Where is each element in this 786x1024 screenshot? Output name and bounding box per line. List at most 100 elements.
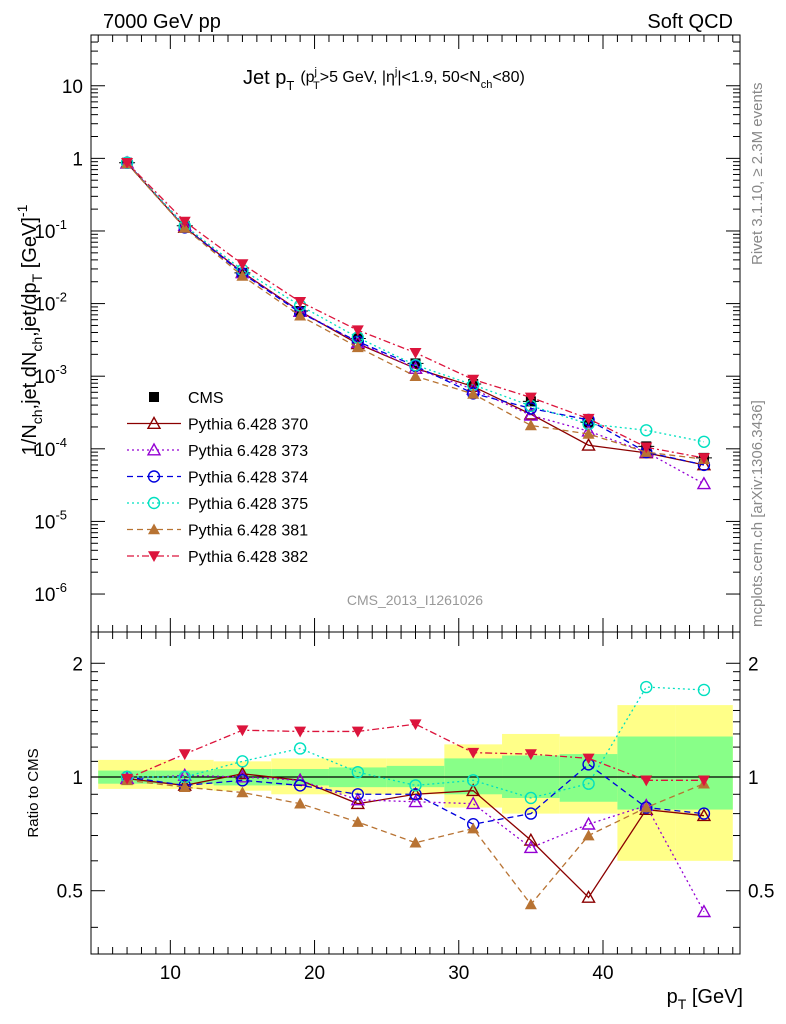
ratio-series-point — [465, 796, 481, 810]
legend-label: Pythia 6.428 373 — [188, 443, 308, 460]
legend-label: Pythia 6.428 382 — [188, 549, 308, 566]
ratio-series-point — [465, 783, 481, 797]
ratio-series-point — [409, 779, 422, 792]
series-point — [581, 437, 596, 451]
ratio-series-point — [409, 719, 422, 731]
legend-marker — [147, 470, 161, 483]
ratio-ytick-label: 0.5 — [57, 882, 83, 903]
ratio-series-point — [640, 680, 653, 694]
series-point — [640, 424, 653, 437]
ratio-series-line — [126, 763, 705, 825]
series-point — [409, 370, 422, 381]
ratio-xtick-label: 20 — [304, 963, 325, 984]
ratio-series-point — [523, 832, 539, 846]
main-ytick-label: 10-6 — [34, 580, 67, 606]
main-ylabel: 1/Nch,jet dNch,jet/dpT [GeV]-1 — [14, 204, 45, 455]
series-point — [236, 259, 249, 271]
legend-label: CMS — [188, 390, 224, 407]
series-point — [236, 269, 249, 281]
ratio-series-point — [467, 747, 480, 759]
main-ytick-label: 10-5 — [34, 507, 67, 533]
main-ytick-label: 10 — [62, 77, 83, 98]
series-point — [524, 419, 537, 431]
ratio-ytick-label-right: 2 — [748, 654, 759, 675]
series-point — [696, 476, 712, 490]
series-line — [126, 162, 705, 443]
ratio-series-point — [524, 749, 537, 761]
ratio-series-line — [127, 774, 705, 913]
ratio-series-point — [697, 775, 710, 787]
rivet-label: Rivet 3.1.10, ≥ 2.3M events — [749, 83, 766, 266]
ratio-series-point — [294, 726, 307, 738]
ratio-series-point — [121, 773, 134, 785]
ratio-series-line — [126, 779, 705, 906]
ratio-series-point — [524, 791, 538, 805]
legend-label: Pythia 6.428 370 — [188, 417, 308, 434]
ratio-series-5 — [121, 719, 710, 787]
main-plot: 10-6 10-5 10-4 10-3 10-2 10-1 1 10 — [34, 34, 740, 632]
ratio-series-point — [582, 777, 595, 790]
ratio-series-point — [351, 788, 365, 801]
ratio-xtick-label: 40 — [592, 963, 613, 984]
ratio-series-point — [524, 807, 538, 820]
series-point — [467, 387, 480, 399]
main-ytick-label: 10-2 — [34, 290, 67, 316]
main-frame — [90, 34, 741, 633]
main-ytick-label: 10-3 — [34, 362, 67, 388]
ratio-series-point — [178, 749, 191, 761]
series-point — [467, 374, 480, 386]
ratio-series-point — [409, 836, 422, 848]
ratio-series-point — [178, 781, 191, 792]
main-ytick-label: 10-4 — [34, 435, 67, 461]
main-ytick-label: 1 — [72, 149, 83, 170]
uncertainty-band-inner — [617, 736, 676, 810]
ratio-xlabel: pT [GeV] — [667, 986, 743, 1012]
series-point — [697, 435, 711, 448]
ratio-series-4 — [121, 774, 710, 910]
ratio-frame — [90, 631, 741, 955]
legend-marker — [148, 551, 160, 562]
series-line — [126, 163, 705, 460]
ratio-series-point — [581, 816, 596, 830]
ratio-series-point — [236, 774, 249, 787]
legend-marker — [146, 442, 162, 456]
series-point — [524, 392, 537, 404]
ratio-series-point — [293, 742, 307, 755]
ratio-series-point — [293, 779, 307, 792]
ratio-series-point — [581, 889, 596, 903]
header-right: Soft QCD — [647, 11, 733, 33]
ratio-ytick-label: 1 — [72, 768, 83, 789]
ratio-series-point — [640, 801, 653, 813]
main-title: Jet pT (pj T>5 GeV, |ηj|<1.9, 50<Nch<80) — [243, 66, 525, 93]
series-2 — [119, 155, 712, 490]
uncertainty-band-inner — [675, 736, 733, 810]
series-point — [121, 157, 134, 169]
series-point — [351, 341, 364, 353]
legend: CMS Pythia 6.428 370 Pythia 6.428 373 Pythi… — [127, 390, 308, 566]
mcplots-label: mcplots.cern.ch [arXiv:1306.3436] — [749, 400, 766, 627]
ratio-series-point — [236, 755, 249, 768]
series-6 — [121, 157, 710, 464]
series-point — [582, 427, 595, 439]
series-point — [466, 387, 480, 400]
legend-marker — [147, 496, 161, 510]
series-line — [126, 162, 705, 466]
ratio-ytick-label-right: 1 — [748, 768, 759, 789]
ratio-series-point — [236, 786, 249, 798]
series-point — [294, 309, 307, 321]
ratio-series-point — [696, 808, 712, 822]
series-point — [697, 453, 710, 464]
ratio-ylabel: Ratio to CMS — [25, 748, 42, 837]
ratio-series-point — [294, 797, 307, 809]
ratio-series-point — [351, 726, 364, 738]
series-point — [178, 216, 191, 228]
header-left: 7000 GeV pp — [103, 11, 221, 33]
legend-label: Pythia 6.428 375 — [188, 496, 308, 513]
ratio-plot: 0.5 0.5 1 1 2 2 10 20 30 40 — [57, 632, 774, 984]
ratio-series-point — [236, 725, 249, 737]
analysis-watermark: CMS_2013_I1261026 — [347, 592, 483, 608]
ratio-ytick-label-right: 0.5 — [748, 882, 774, 903]
series-line — [126, 162, 705, 459]
series-point — [640, 442, 653, 454]
ratio-series-point — [640, 775, 653, 787]
